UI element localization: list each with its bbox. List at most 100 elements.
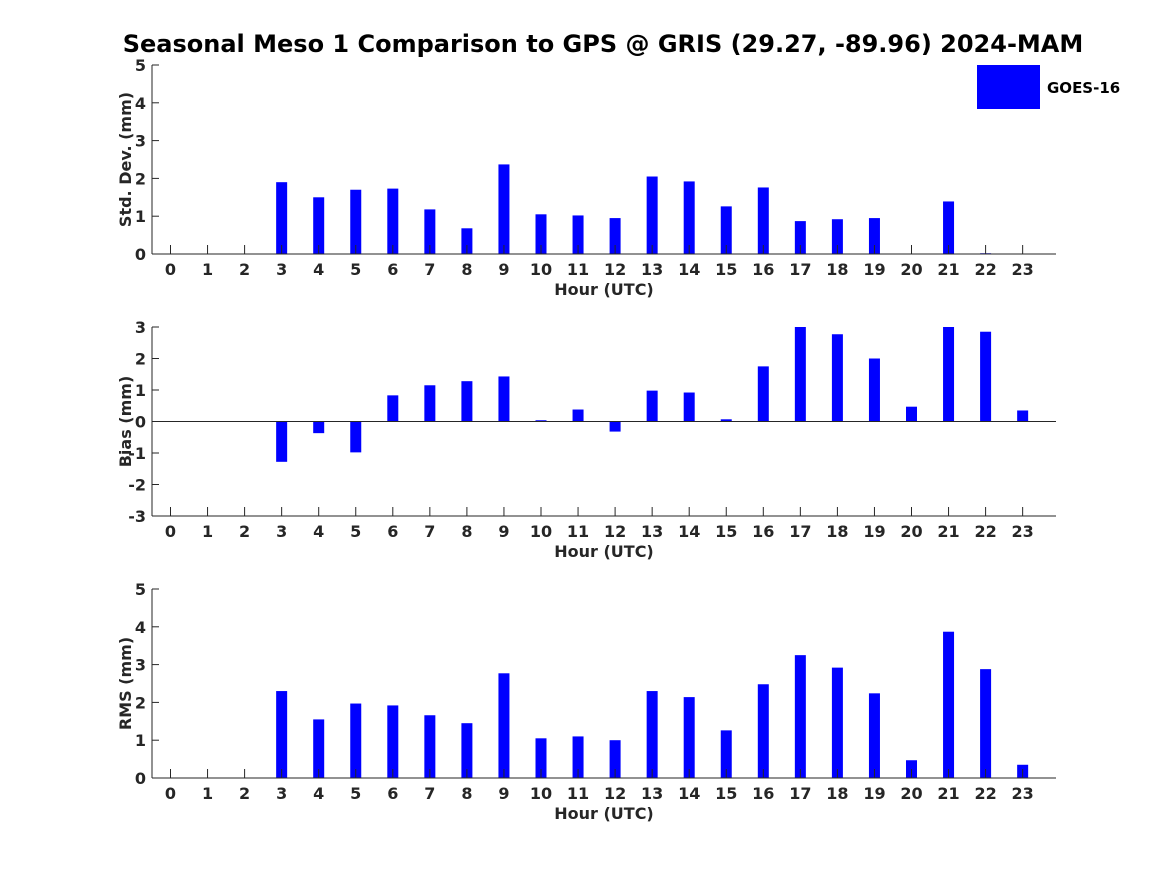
x-tick-label: 21 (937, 522, 959, 541)
bar (609, 218, 621, 254)
y-tick-label: 2 (135, 693, 146, 712)
y-tick-label: 1 (135, 381, 146, 400)
x-tick-label: 10 (530, 784, 552, 803)
bar (424, 209, 436, 254)
x-tick-label: 18 (826, 260, 848, 279)
y-tick-label: 5 (135, 56, 146, 75)
bar (461, 381, 473, 422)
bar (461, 228, 473, 254)
y-tick-label: 2 (135, 169, 146, 188)
y-tick-label: -3 (128, 507, 146, 526)
x-tick-label: 12 (604, 260, 626, 279)
bar (646, 176, 658, 254)
x-tick-label: 22 (974, 784, 996, 803)
x-tick-label: 20 (900, 260, 922, 279)
x-tick-label: 3 (276, 784, 287, 803)
bar (646, 390, 658, 422)
bar (720, 419, 732, 422)
bar (868, 693, 880, 778)
bar (572, 409, 584, 422)
y-tick-label: 0 (135, 769, 146, 788)
y-tick-label: 1 (135, 731, 146, 750)
bar (757, 187, 769, 254)
bar (276, 182, 288, 254)
bar (683, 697, 695, 778)
x-tick-label: 11 (567, 260, 589, 279)
y-tick-label: -1 (128, 444, 146, 463)
x-tick-label: 16 (752, 522, 774, 541)
bar (535, 214, 547, 254)
x-tick-label: 1 (202, 260, 213, 279)
x-tick-label: 17 (789, 260, 811, 279)
x-tick-label: 9 (498, 260, 509, 279)
x-tick-label: 1 (202, 522, 213, 541)
y-axis-label: RMS (mm) (116, 637, 135, 730)
bar (868, 218, 880, 254)
bar (276, 691, 288, 778)
x-tick-label: 2 (239, 784, 250, 803)
x-tick-label: 5 (350, 260, 361, 279)
x-tick-label: 13 (641, 522, 663, 541)
x-tick-label: 21 (937, 260, 959, 279)
x-tick-label: 15 (715, 522, 737, 541)
bar (943, 327, 955, 422)
x-tick-label: 16 (752, 260, 774, 279)
y-tick-label: -2 (128, 476, 146, 495)
bar (387, 188, 399, 254)
bar (831, 219, 843, 254)
x-tick-label: 18 (826, 784, 848, 803)
bar (350, 189, 362, 254)
bar (831, 667, 843, 778)
x-tick-label: 8 (461, 784, 472, 803)
bar (980, 331, 992, 422)
x-tick-label: 2 (239, 522, 250, 541)
y-axis-label: Std. Dev. (mm) (116, 92, 135, 227)
bar (498, 164, 510, 254)
x-tick-label: 17 (789, 784, 811, 803)
y-tick-label: 0 (135, 245, 146, 264)
y-tick-label: 1 (135, 207, 146, 226)
bar (868, 358, 880, 422)
x-tick-label: 0 (165, 522, 176, 541)
x-tick-label: 15 (715, 784, 737, 803)
bar (980, 669, 992, 778)
x-tick-label: 4 (313, 260, 324, 279)
bar (757, 684, 769, 778)
y-tick-label: 5 (135, 580, 146, 599)
x-tick-label: 13 (641, 784, 663, 803)
x-tick-label: 2 (239, 260, 250, 279)
bar (794, 221, 806, 254)
bar (498, 376, 510, 422)
x-tick-label: 6 (387, 784, 398, 803)
y-tick-label: 2 (135, 350, 146, 369)
chart-title: Seasonal Meso 1 Comparison to GPS @ GRIS… (123, 30, 1084, 58)
bar (794, 327, 806, 422)
x-tick-label: 9 (498, 522, 509, 541)
bar (831, 334, 843, 422)
y-tick-label: 4 (135, 94, 146, 113)
bar (313, 719, 325, 778)
bar (313, 421, 325, 434)
x-tick-label: 11 (567, 784, 589, 803)
bar (535, 738, 547, 778)
y-tick-label: 3 (135, 318, 146, 337)
bar (609, 740, 621, 778)
bar (572, 736, 584, 778)
y-tick-label: 0 (135, 413, 146, 432)
x-tick-label: 16 (752, 784, 774, 803)
x-tick-label: 0 (165, 260, 176, 279)
x-tick-label: 23 (1012, 260, 1034, 279)
y-tick-label: 3 (135, 656, 146, 675)
bar (906, 406, 917, 422)
x-axis-label: Hour (UTC) (554, 804, 654, 823)
x-tick-label: 7 (424, 784, 435, 803)
bar (757, 366, 769, 422)
legend: GOES-16 (977, 65, 1120, 109)
bar (720, 206, 732, 254)
y-tick-label: 4 (135, 618, 146, 637)
bar (683, 181, 695, 254)
x-tick-label: 19 (863, 784, 885, 803)
